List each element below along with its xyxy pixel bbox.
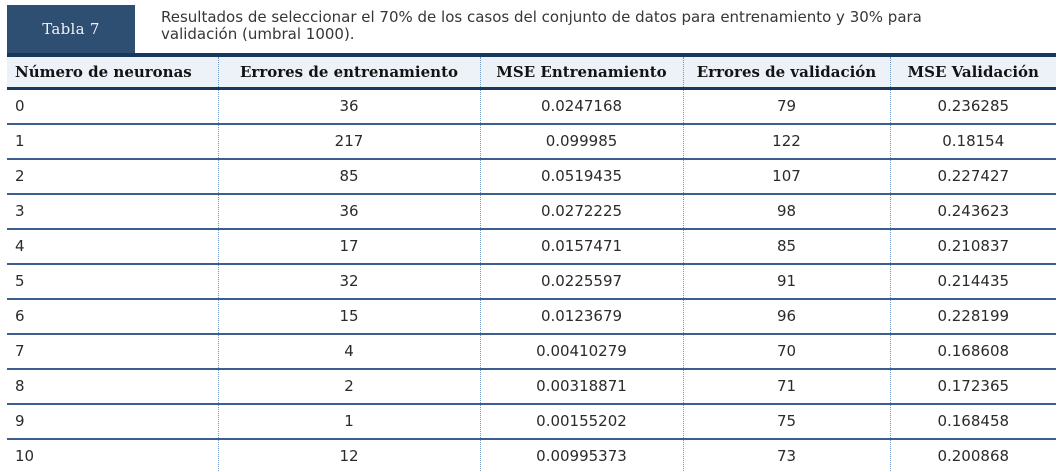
table-cell: 8 — [7, 368, 218, 404]
table-cell: 0.0225597 — [479, 263, 683, 299]
table-cell: 217 — [217, 123, 480, 159]
table-cell: 3 — [7, 193, 218, 229]
table-caption-bar: Tabla 7 Resultados de seleccionar el 70%… — [7, 5, 1056, 53]
table-row: 6 15 0.0123679 96 0.228199 — [7, 298, 1056, 334]
table-cell: 9 — [7, 403, 218, 439]
header-row: Número de neuronas Errores de entrenamien… — [7, 55, 1056, 90]
table-cell: 6 — [7, 298, 218, 334]
table-cell: 70 — [682, 333, 890, 369]
table-cell: 0 — [7, 88, 218, 124]
table-cell: 0.236285 — [889, 88, 1056, 124]
table-cell: 91 — [682, 263, 890, 299]
table-cell: 4 — [7, 228, 218, 264]
table-cell: 0.0247168 — [479, 88, 683, 124]
column-header: Errores de entrenamiento — [217, 55, 480, 90]
table-row: 9 1 0.00155202 75 0.168458 — [7, 403, 1056, 439]
table-cell: 71 — [682, 368, 890, 404]
results-table: Número de neuronas Errores de entrenamien… — [7, 53, 1056, 472]
table-row: 7 4 0.00410279 70 0.168608 — [7, 333, 1056, 369]
table-cell: 122 — [682, 123, 890, 159]
table-cell: 17 — [217, 228, 480, 264]
table-cell: 96 — [682, 298, 890, 334]
table-cell: 0.0272225 — [479, 193, 683, 229]
table-cell: 0.227427 — [889, 158, 1056, 194]
table-row: 5 32 0.0225597 91 0.214435 — [7, 263, 1056, 299]
table-cell: 0.200868 — [889, 438, 1056, 472]
table-cell: 85 — [217, 158, 480, 194]
table-cell: 2 — [7, 158, 218, 194]
table-cell: 0.099985 — [479, 123, 683, 159]
table-cell: 36 — [217, 193, 480, 229]
table-cell: 73 — [682, 438, 890, 472]
table-cell: 5 — [7, 263, 218, 299]
table-cell: 0.00410279 — [479, 333, 683, 369]
table-row: 1 217 0.099985 122 0.18154 — [7, 123, 1056, 159]
table-cell: 98 — [682, 193, 890, 229]
table-row: 10 12 0.00995373 73 0.200868 — [7, 438, 1056, 472]
table-cell: 0.168608 — [889, 333, 1056, 369]
table-cell: 0.172365 — [889, 368, 1056, 404]
table-cell: 0.0157471 — [479, 228, 683, 264]
table-cell: 15 — [217, 298, 480, 334]
column-header: Errores de validación — [682, 55, 890, 90]
table-cell: 0.0519435 — [479, 158, 683, 194]
table-cell: 36 — [217, 88, 480, 124]
table-cell: 1 — [217, 403, 480, 439]
column-header: Número de neuronas — [7, 55, 218, 90]
table-cell: 107 — [682, 158, 890, 194]
table-body: 0 36 0.0247168 79 0.236285 1 217 0.099985 122 0.1… — [7, 88, 1056, 472]
table-row: 4 17 0.0157471 85 0.210837 — [7, 228, 1056, 264]
table-cell: 0.00318871 — [479, 368, 683, 404]
table-cell: 85 — [682, 228, 890, 264]
table-cell: 0.228199 — [889, 298, 1056, 334]
table-cell: 0.210837 — [889, 228, 1056, 264]
table-cell: 1 — [7, 123, 218, 159]
table-cell: 32 — [217, 263, 480, 299]
table-cell: 0.0123679 — [479, 298, 683, 334]
table-row: 3 36 0.0272225 98 0.243623 — [7, 193, 1056, 229]
table-cell: 0.00155202 — [479, 403, 683, 439]
table-cell: 0.168458 — [889, 403, 1056, 439]
table-row: 0 36 0.0247168 79 0.236285 — [7, 88, 1056, 124]
table-cell: 79 — [682, 88, 890, 124]
table-cell: 75 — [682, 403, 890, 439]
table-cell: 0.18154 — [889, 123, 1056, 159]
table-cell: 2 — [217, 368, 480, 404]
table-cell: 0.243623 — [889, 193, 1056, 229]
table-cell: 7 — [7, 333, 218, 369]
column-header: MSE Validación — [889, 55, 1056, 90]
table-cell: 12 — [217, 438, 480, 472]
table-row: 8 2 0.00318871 71 0.172365 — [7, 368, 1056, 404]
table-cell: 4 — [217, 333, 480, 369]
table-cell: 10 — [7, 438, 218, 472]
table-row: 2 85 0.0519435 107 0.227427 — [7, 158, 1056, 194]
table-cell: 0.214435 — [889, 263, 1056, 299]
table-cell: 0.00995373 — [479, 438, 683, 472]
table-caption: Resultados de seleccionar el 70% de los … — [161, 8, 922, 43]
column-header: MSE Entrenamiento — [479, 55, 683, 90]
table-label-box: Tabla 7 — [7, 5, 135, 53]
